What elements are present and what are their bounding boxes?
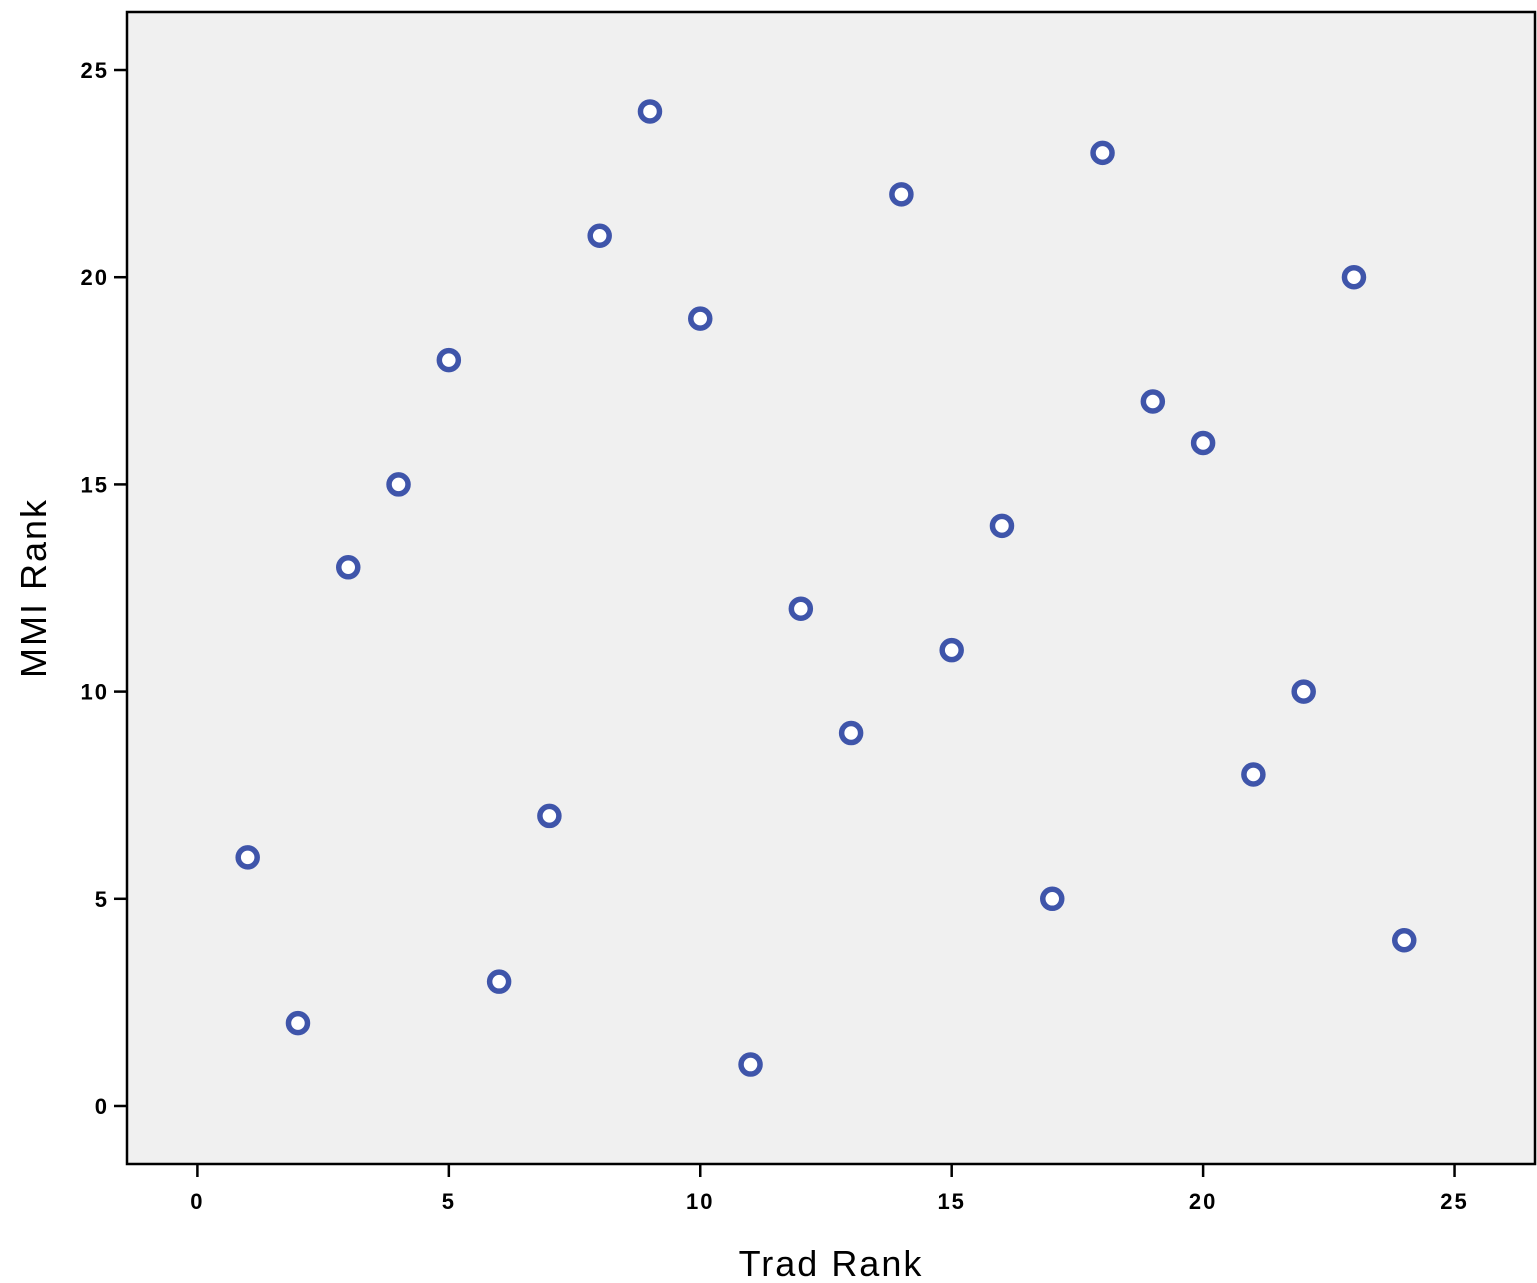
- data-point: [838, 720, 864, 746]
- data-point: [537, 803, 562, 829]
- x-axis-title: Trad Rank: [739, 1243, 924, 1283]
- data-point: [486, 969, 512, 994]
- plot-area: [125, 10, 1537, 1166]
- x-tick-label: 10: [686, 1189, 714, 1214]
- data-point: [1090, 140, 1115, 166]
- data-point: [1392, 927, 1417, 953]
- x-tick-label: 5: [442, 1189, 456, 1214]
- data-point: [336, 555, 361, 580]
- x-tick-label: 0: [190, 1189, 204, 1214]
- data-point: [587, 223, 612, 249]
- y-tick-label: 25: [81, 58, 109, 83]
- data-point: [285, 1010, 311, 1036]
- data-point: [637, 99, 663, 124]
- data-points: [235, 99, 1417, 1077]
- data-point: [688, 306, 713, 331]
- data-point: [1190, 430, 1216, 456]
- data-point: [1291, 679, 1316, 704]
- x-axis-ticks: 0 5 10 15 20 25: [190, 1164, 1468, 1214]
- data-point: [738, 1052, 763, 1077]
- data-point: [386, 472, 411, 497]
- data-point: [1140, 389, 1166, 414]
- data-point: [788, 596, 814, 621]
- data-point: [989, 513, 1015, 539]
- x-tick-label: 25: [1440, 1189, 1468, 1214]
- data-point: [889, 182, 914, 207]
- data-point: [436, 347, 462, 373]
- data-point: [1241, 762, 1266, 787]
- y-tick-label: 5: [95, 887, 109, 912]
- y-axis-ticks: 0 5 10 15 20 25: [81, 58, 127, 1119]
- y-tick-label: 10: [81, 680, 109, 705]
- x-tick-label: 20: [1189, 1189, 1217, 1214]
- x-tick-label: 15: [937, 1189, 965, 1214]
- data-point: [939, 637, 964, 663]
- y-tick-label: 0: [95, 1094, 109, 1119]
- data-point: [1040, 886, 1065, 912]
- y-tick-label: 20: [81, 265, 109, 290]
- data-point: [235, 845, 260, 870]
- y-axis-title: MMI Rank: [13, 498, 54, 678]
- data-point: [1341, 264, 1367, 290]
- y-tick-label: 15: [81, 472, 109, 497]
